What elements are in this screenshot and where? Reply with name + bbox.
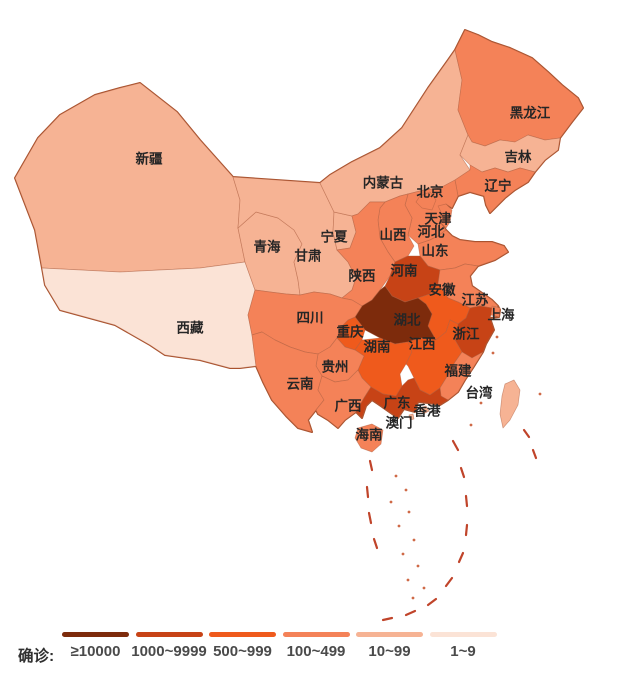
province-tianjin[interactable]: [437, 203, 453, 229]
legend-swatch-1: [135, 632, 203, 637]
south-china-sea-dash: [367, 511, 373, 525]
province-label-beijing: 北京: [417, 184, 444, 200]
province-label-xizang: 西藏: [177, 320, 204, 336]
legend-swatch-0: [62, 632, 129, 637]
south-china-sea-dash: [426, 597, 438, 607]
south-china-sea-dash: [457, 551, 465, 564]
island-dot: [401, 552, 405, 556]
province-label-aomen: 澳门: [386, 415, 413, 431]
province-label-zhejiang: 浙江: [453, 326, 480, 342]
legend-label-5: 1~9: [450, 643, 476, 660]
province-label-jilin: 吉林: [505, 149, 533, 165]
province-label-liaoning: 辽宁: [485, 178, 512, 194]
island-dot: [495, 335, 499, 339]
province-label-qinghai: 青海: [254, 239, 281, 255]
legend-label-4: 10~99: [368, 643, 411, 660]
island-dot: [407, 510, 411, 514]
legend-swatch-5: [429, 632, 497, 637]
province-label-xianggang: 香港: [413, 403, 441, 419]
province-label-jiangsu: 江苏: [462, 292, 489, 308]
legend-title: 确诊:: [18, 648, 55, 665]
province-hainan[interactable]: [354, 423, 384, 453]
south-china-sea-dash: [444, 576, 454, 588]
south-china-sea-dash: [451, 439, 460, 452]
south-china-sea-dash: [368, 459, 374, 472]
province-label-hebei: 河北: [418, 224, 445, 240]
south-china-sea-dash: [522, 428, 531, 439]
island-dot: [394, 474, 398, 478]
legend-swatch-2: [209, 632, 276, 637]
province-label-xinjiang: 新疆: [136, 151, 163, 167]
province-xianggang[interactable]: [419, 405, 430, 415]
island-dot: [491, 351, 495, 355]
province-label-taiwan: 台湾: [466, 385, 493, 401]
island-dot: [422, 586, 426, 590]
province-fujian[interactable]: [439, 351, 484, 401]
legend-swatch-3: [282, 632, 350, 637]
island-dot: [416, 564, 420, 568]
south-china-sea-dash: [531, 448, 538, 460]
island-dot: [406, 578, 410, 582]
island-dot: [469, 423, 473, 427]
island-dot: [479, 401, 483, 405]
legend-label-2: 500~999: [213, 643, 272, 660]
province-label-shandong: 山东: [422, 243, 449, 259]
province-shanghai[interactable]: [490, 305, 501, 318]
province-aomen[interactable]: [408, 413, 415, 421]
province-taiwan[interactable]: [499, 379, 521, 429]
province-heilongjiang[interactable]: [454, 29, 584, 147]
island-dot: [411, 596, 415, 600]
legend-label-1: 1000~9999: [131, 643, 207, 660]
legend-label-3: 100~499: [286, 643, 346, 660]
south-china-sea-dash: [404, 609, 417, 617]
province-label-shaanxi: 陕西: [349, 268, 376, 284]
south-china-sea-dash: [459, 466, 466, 479]
province-label-henan: 河南: [391, 263, 418, 279]
province-label-jiangxi: 江西: [409, 336, 436, 352]
island-dot: [412, 538, 416, 542]
province-label-guangdong: 广东: [384, 395, 411, 411]
island-dot: [389, 500, 393, 504]
south-china-sea-dash: [381, 616, 394, 622]
island-dot: [397, 524, 401, 528]
south-china-sea-dash: [365, 485, 370, 499]
south-china-sea-dash: [464, 523, 469, 537]
province-label-yunnan: 云南: [287, 376, 314, 392]
province-label-hainan: 海南: [356, 427, 383, 443]
province-guangdong[interactable]: [355, 377, 449, 419]
province-label-fujian: 福建: [444, 363, 472, 379]
province-label-anhui: 安徽: [429, 282, 456, 298]
province-label-gansu: 甘肃: [295, 248, 322, 264]
province-label-guizhou: 贵州: [322, 359, 349, 375]
south-china-sea-dash: [464, 494, 469, 508]
province-label-sichuan: 四川: [297, 311, 324, 326]
province-xinjiang[interactable]: [14, 82, 246, 273]
legend-swatch-4: [356, 632, 423, 637]
province-label-hunan: 湖南: [364, 339, 391, 355]
province-label-chongqing: 重庆: [337, 324, 364, 340]
legend-label-0: ≥10000: [70, 643, 121, 660]
province-label-hubei: 湖北: [394, 313, 421, 328]
province-guangxi[interactable]: [315, 369, 372, 429]
province-label-ningxia: 宁夏: [321, 229, 348, 245]
province-label-heilongjiang: 黑龙江: [510, 105, 551, 121]
province-label-shanxi: 山西: [380, 228, 407, 243]
province-label-tianjin: 天津: [425, 211, 452, 227]
province-label-shanghai: 上海: [488, 307, 516, 323]
island-dot: [404, 488, 408, 492]
province-label-guangxi: 广西: [335, 398, 362, 414]
province-beijing[interactable]: [415, 191, 437, 211]
province-xizang[interactable]: [41, 261, 257, 369]
south-china-sea-dash: [372, 537, 379, 550]
island-dot: [538, 392, 542, 396]
province-label-neimenggu: 内蒙古: [363, 175, 404, 191]
